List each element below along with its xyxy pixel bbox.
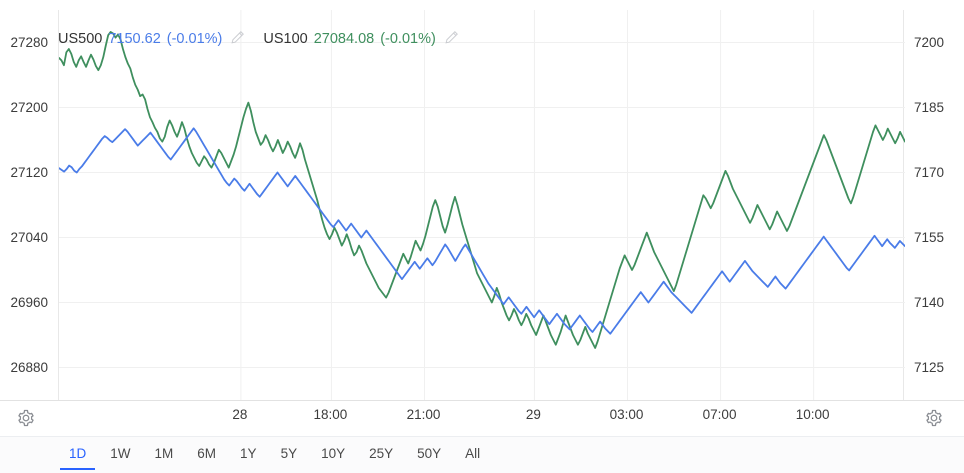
axis-tick-label: 27040 [10,229,48,245]
legend-symbol-us100: US100 [263,30,308,47]
timeframe-1d[interactable]: 1D [60,440,96,471]
legend-change-us500: (-0.01%) [166,30,223,47]
legend-value-us100: 27084.08 [313,30,375,47]
axis-tick-label: 7125 [914,359,945,375]
axis-tick-label: 7200 [914,34,945,50]
timeframe-1m[interactable]: 1M [154,445,174,461]
axis-tick-label: 18:00 [313,407,348,422]
y-axis-right[interactable]: 7200 7185 7170 7155 7140 7125 [906,10,960,400]
timeframe-5y[interactable]: 5Y [280,445,298,461]
timeframe-6m[interactable]: 6M [197,445,217,461]
axis-tick-label: 7170 [914,164,945,180]
axis-tick-label: 27200 [10,99,48,115]
series-line-us100 [59,31,905,349]
axis-tick-label: 03:00 [609,407,644,422]
timeframe-all[interactable]: All [465,445,481,461]
series-line-us500 [59,127,905,335]
legend-item-us500[interactable]: US500 7150.62 (-0.01%) [58,28,245,47]
axis-tick-label: 29 [525,407,541,422]
axis-tick-label: 07:00 [702,407,737,422]
axis-tick-label: 7185 [914,99,945,115]
axis-tick-label: 21:00 [406,407,441,422]
legend-symbol-us500: US500 [58,30,103,47]
vertical-gridlines [240,10,815,400]
chart-legend: US500 7150.62 (-0.01%) US100 27084.08 (-… [58,26,459,48]
gear-icon [926,409,942,427]
axis-separator [0,400,964,401]
x-axis[interactable]: 28 18:00 21:00 29 03:00 07:00 10:00 [58,404,904,428]
timeframe-10y[interactable]: 10Y [321,445,346,461]
legend-change-us100: (-0.01%) [380,30,436,47]
timeframe-1y[interactable]: 1Y [240,445,257,461]
axis-tick-label: 27120 [10,164,48,180]
legend-value-us500: 7150.62 [108,30,161,47]
axis-tick-label: 27280 [10,34,48,50]
chart-settings-button-left[interactable] [14,406,38,430]
timeframe-selector[interactable]: 1D 1W 1M 6M 1Y 5Y 10Y 25Y 50Y All [0,436,964,473]
chart-settings-button-right[interactable] [922,406,946,430]
axis-tick-label: 10:00 [795,407,830,422]
chart-canvas[interactable] [59,10,905,400]
axis-tick-label: 7155 [914,229,945,245]
timeframe-50y[interactable]: 50Y [417,445,442,461]
legend-item-us100[interactable]: US100 27084.08 (-0.01%) [263,28,458,47]
axis-tick-label: 26960 [10,294,48,310]
axis-tick-label: 26880 [10,359,48,375]
gear-icon [18,409,34,427]
horizontal-gridlines [59,42,905,368]
timeframe-1w[interactable]: 1W [110,445,131,461]
pencil-icon[interactable] [230,30,245,45]
plot-area[interactable] [58,10,905,400]
timeframe-25y[interactable]: 25Y [369,445,394,461]
axis-tick-label: 28 [232,407,248,422]
axis-tick-label: 7140 [914,294,945,310]
y-axis-left[interactable]: 27280 27200 27120 27040 26960 26880 [0,10,54,400]
pencil-icon[interactable] [444,30,459,45]
